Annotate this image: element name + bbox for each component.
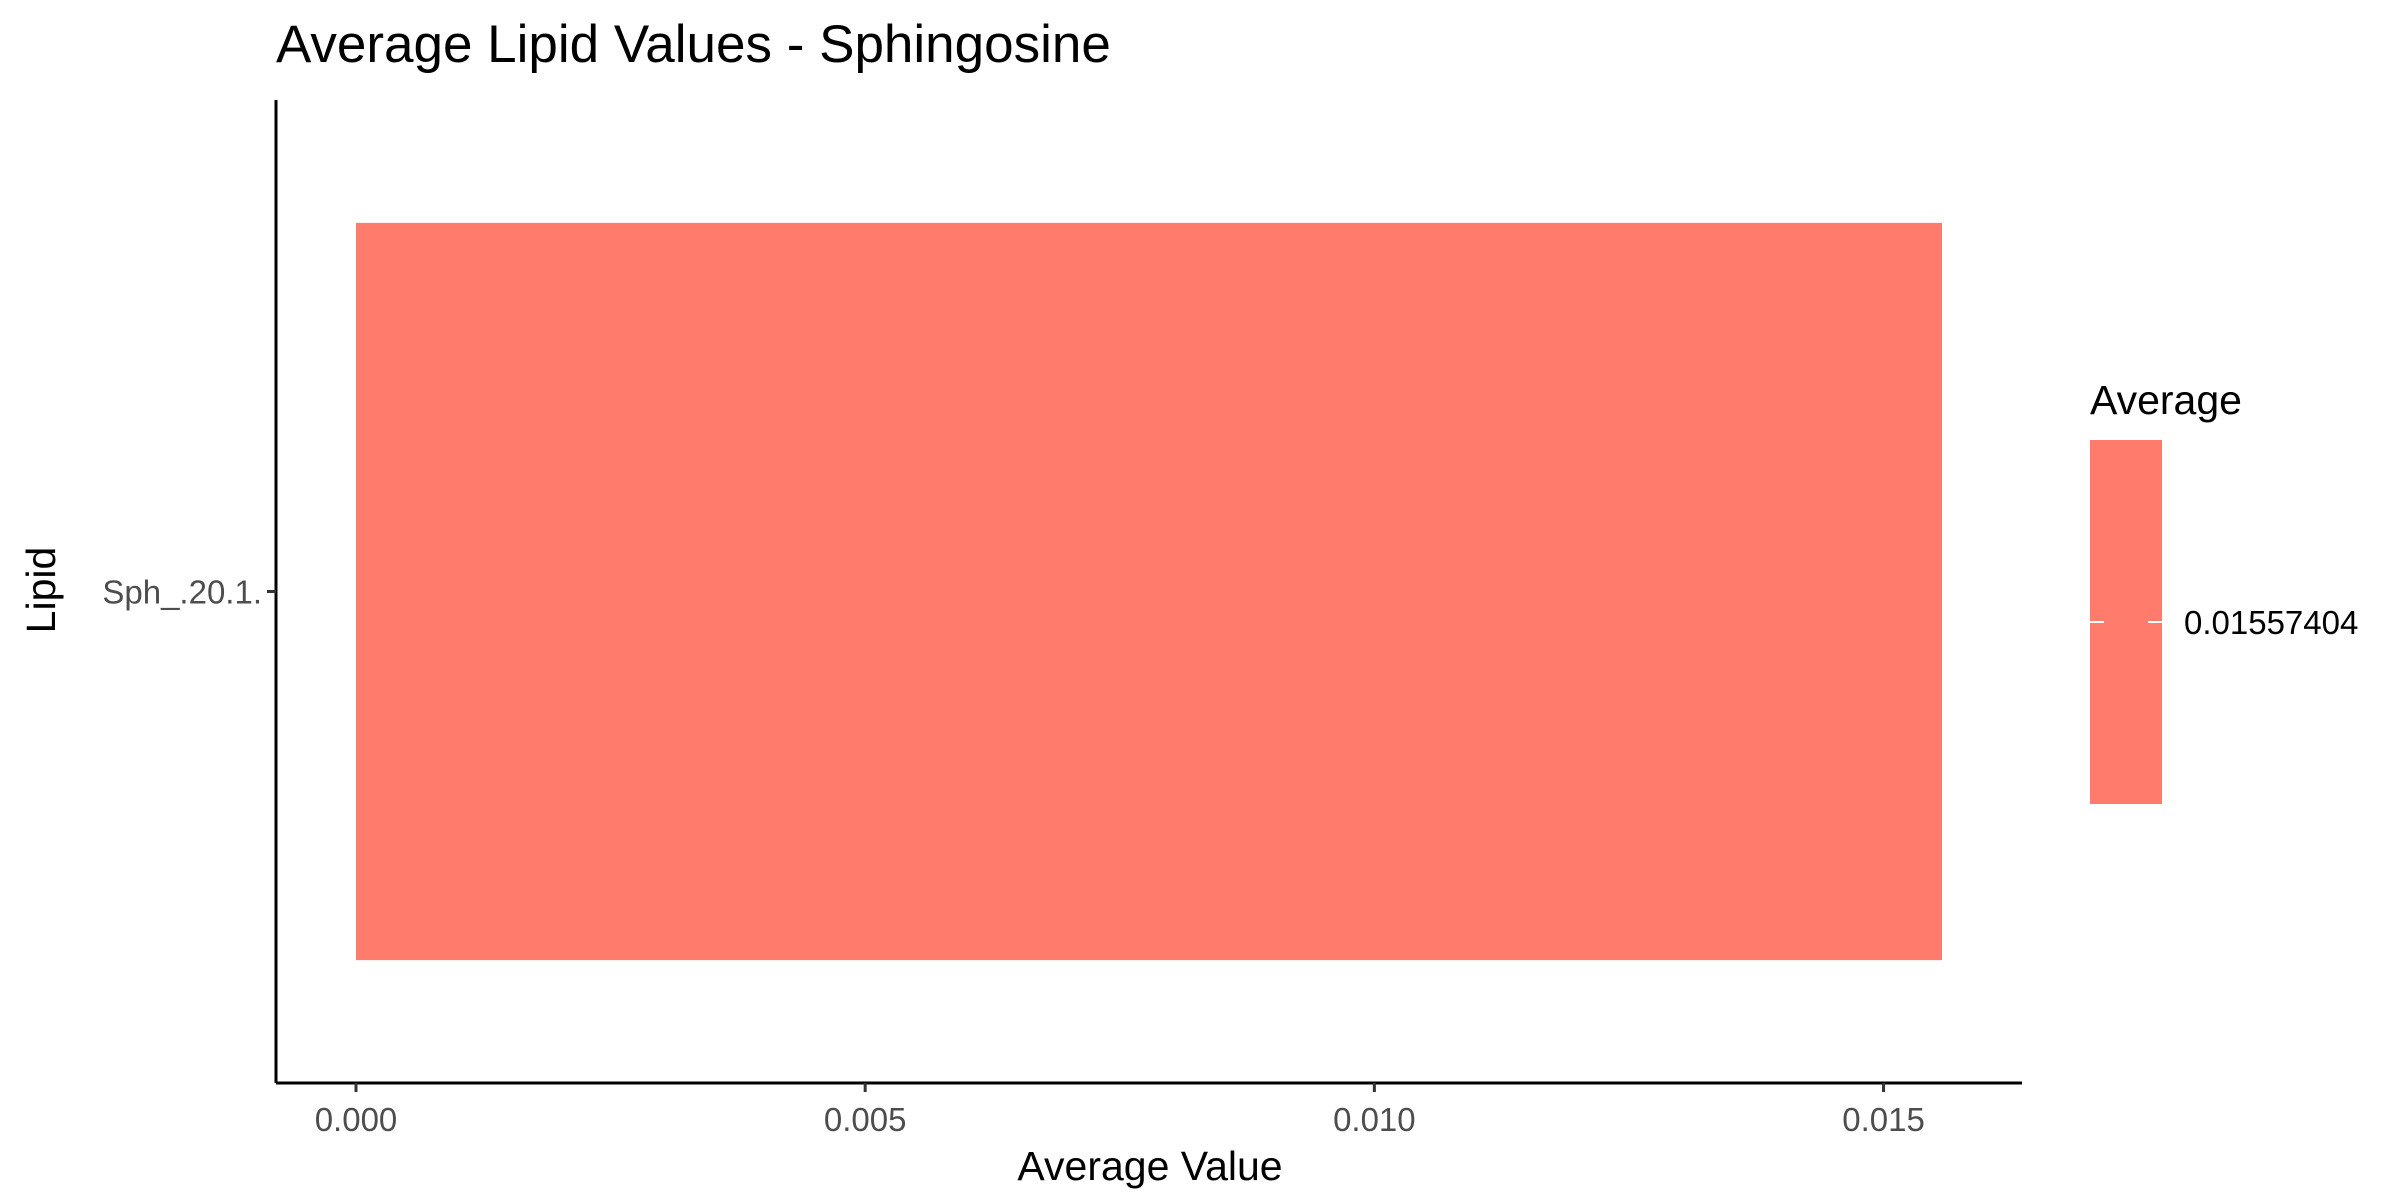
legend: Average 0.01557404 (2090, 377, 2358, 804)
x-axis-ticks: 0.000 0.005 0.010 0.015 (315, 1083, 1925, 1138)
x-tick-label: 0.010 (1333, 1101, 1416, 1138)
x-axis-title: Average Value (1017, 1143, 1282, 1189)
y-axis-ticks: Sph_.20.1. (102, 574, 276, 611)
bar-0 (356, 222, 1942, 961)
y-tick-label: Sph_.20.1. (102, 574, 262, 611)
y-axis-title: Lipid (18, 547, 64, 634)
chart-title: Average Lipid Values - Sphingosine (276, 15, 1111, 74)
bars-group (356, 222, 1942, 961)
x-tick-label: 0.000 (315, 1101, 398, 1138)
plot-area: 0.000 0.005 0.010 0.015 Sph_.20.1. (102, 100, 2022, 1138)
legend-label: 0.01557404 (2184, 604, 2358, 641)
legend-title: Average (2090, 377, 2242, 423)
x-tick-label: 0.005 (824, 1101, 907, 1138)
x-tick-label: 0.015 (1842, 1101, 1925, 1138)
legend-items: 0.01557404 (2090, 440, 2358, 804)
